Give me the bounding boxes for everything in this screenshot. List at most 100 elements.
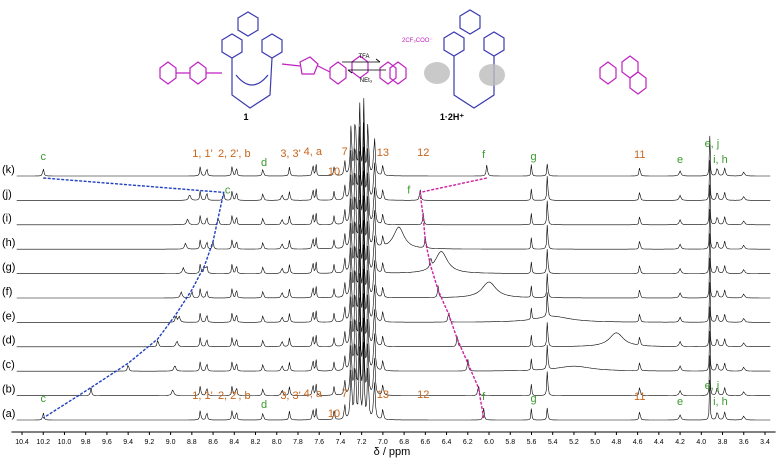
peak-label: d <box>261 157 267 169</box>
x-tick-label: 4.2 <box>675 439 685 446</box>
spectrum <box>16 170 771 250</box>
spectrum <box>16 98 771 177</box>
x-tick-label: 6.6 <box>420 439 430 446</box>
peak-label: 12 <box>417 147 429 159</box>
x-tick-label: 10.2 <box>36 439 50 446</box>
x-tick-label: 7.2 <box>357 439 367 446</box>
x-axis-title: δ / ppm <box>374 446 411 458</box>
left-label: 1 <box>243 112 248 122</box>
x-tick-label: 8.0 <box>272 439 282 446</box>
x-tick-label: 5.8 <box>505 439 515 446</box>
peak-label: 13 <box>377 147 389 159</box>
peak-label: g <box>531 393 537 405</box>
peak-label: 4, a <box>304 146 323 158</box>
x-tick-label: 5.0 <box>590 439 600 446</box>
peak-label: i, h <box>713 396 728 408</box>
spectrum <box>16 293 771 372</box>
row-label: (h) <box>2 237 15 249</box>
spectrum <box>16 342 771 421</box>
peak-label: 2, 2', b <box>218 390 251 402</box>
right-label: 1·2H⁺ <box>440 112 465 122</box>
row-label: (j) <box>2 188 12 200</box>
peak-label: e <box>677 396 683 408</box>
x-tick-label: 3.4 <box>760 439 770 446</box>
x-tick-label: 4.0 <box>696 439 706 446</box>
x-tick-label: 5.4 <box>548 439 558 446</box>
counterion: 2CF₃COO⁻ <box>402 38 433 44</box>
x-tick-label: 10.4 <box>15 439 29 446</box>
peak-label: e, j <box>705 138 720 150</box>
x-tick-label: 8.6 <box>208 439 218 446</box>
x-tick-label: 9.2 <box>145 439 155 446</box>
peak-label: i, h <box>713 154 728 166</box>
peak-label: 4, a <box>304 388 323 400</box>
peak-label: c <box>40 393 46 405</box>
x-tick-label: 9.4 <box>123 439 133 446</box>
peak-label: e, j <box>705 380 720 392</box>
x-tick-label: 4.6 <box>633 439 643 446</box>
x-tick-label: 4.4 <box>654 439 664 446</box>
peak-label: 1, 1' <box>192 390 212 402</box>
spectrum <box>16 268 771 348</box>
x-tick-label: 3.6 <box>739 439 749 446</box>
peak-label: 11 <box>634 391 645 403</box>
peak-label: 10 <box>328 408 340 420</box>
peak-label: 13 <box>377 389 389 401</box>
peak-label: 11 <box>634 149 645 161</box>
peak-label: 10 <box>328 166 340 178</box>
spectrum <box>16 220 771 299</box>
x-tick-label: 7.4 <box>336 439 346 446</box>
spectra: 10.4 10.2 10.0 9.8 9.6 9.4 9.2 9.0 8.8 8.6 8.4 8.2 8… <box>2 98 776 458</box>
spectrum <box>16 317 771 396</box>
row-label: (c) <box>2 359 15 371</box>
x-tick-label: 7.6 <box>314 439 324 446</box>
x-tick-label: 6.2 <box>463 439 473 446</box>
x-tick-label: 5.2 <box>569 439 579 446</box>
peak-label: g <box>531 151 537 163</box>
x-tick-label: 8.4 <box>229 439 239 446</box>
x-tick-label: 9.6 <box>102 439 112 446</box>
peak-label: f <box>482 149 486 161</box>
peak-label: f <box>407 184 411 196</box>
x-tick-label: 6.8 <box>399 439 409 446</box>
row-label: (g) <box>2 262 15 274</box>
peak-label: 1, 1' <box>192 148 212 160</box>
x-tick-label: 8.8 <box>187 439 197 446</box>
peak-label: 7 <box>342 388 348 400</box>
peak-label: 2, 2', b <box>218 148 251 160</box>
peak-label: d <box>261 399 267 411</box>
x-tick-label: 7.8 <box>293 439 303 446</box>
row-label: (b) <box>2 384 15 396</box>
x-tick-label: 3.8 <box>718 439 728 446</box>
x-tick-label: 6.0 <box>484 439 494 446</box>
x-tick-label: 9.8 <box>81 439 91 446</box>
spectrum <box>16 244 771 323</box>
x-tick-label: 6.4 <box>442 439 452 446</box>
row-label: (e) <box>2 310 15 322</box>
row-label: (k) <box>2 164 15 176</box>
row-label: (i) <box>2 213 12 225</box>
backward-reagent: NEt₃ <box>360 78 373 84</box>
peak-label: e <box>677 154 683 166</box>
row-label: (a) <box>2 408 15 420</box>
spectrum <box>16 195 771 274</box>
spectrum <box>16 146 771 226</box>
correlation-curve <box>419 177 488 419</box>
peak-label: 7 <box>342 146 348 158</box>
structures <box>159 9 647 109</box>
spectrum <box>16 122 771 201</box>
row-label: (f) <box>2 286 12 298</box>
x-tick-label: 7.0 <box>378 439 388 446</box>
peak-label: 3, 3' <box>280 148 300 160</box>
x-tick-label: 8.2 <box>251 439 261 446</box>
x-tick-label: 5.6 <box>527 439 537 446</box>
peak-label: c <box>40 151 46 163</box>
x-tick-label: 10.0 <box>58 439 72 446</box>
correlation-curve <box>42 177 225 419</box>
peak-label: 3, 3' <box>280 390 300 402</box>
x-tick-label: 4.8 <box>612 439 622 446</box>
x-tick-label: 9.0 <box>166 439 176 446</box>
peak-label: f <box>482 391 486 403</box>
forward-reagent: TFA <box>358 54 369 60</box>
